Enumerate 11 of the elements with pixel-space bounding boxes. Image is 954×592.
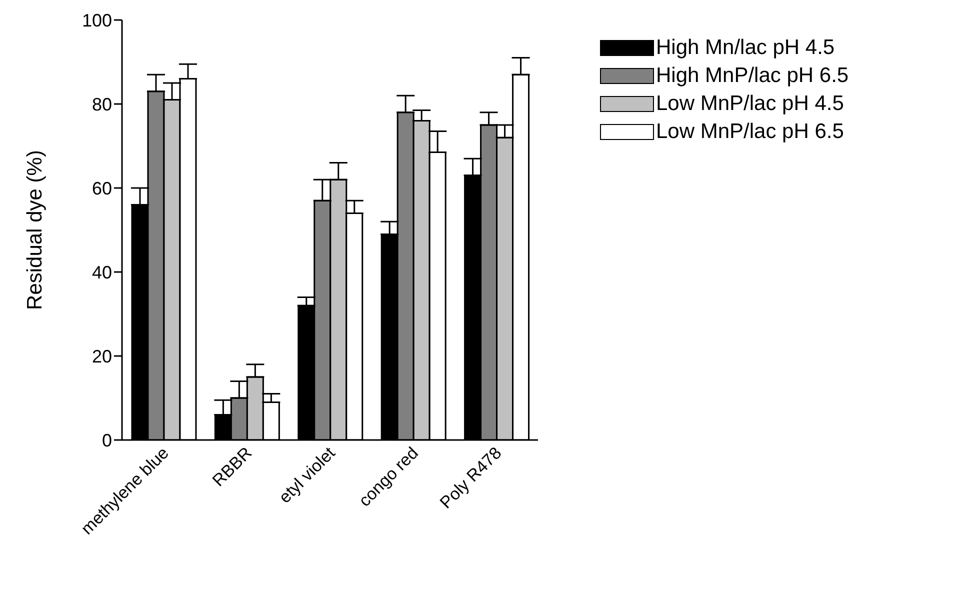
y-tick-label: 20 [92, 346, 112, 366]
y-tick-label: 40 [92, 262, 112, 282]
y-axis-title: Residual dye (%) [23, 150, 46, 310]
legend-label: Low MnP/lac pH 6.5 [656, 120, 844, 144]
y-tick-label: 60 [92, 178, 112, 198]
y-tick-label: 100 [82, 10, 112, 30]
legend-label: High Mn/lac pH 4.5 [656, 36, 835, 60]
legend-label: High MnP/lac pH 6.5 [656, 64, 849, 88]
y-tick-label: 0 [102, 430, 112, 450]
legend-label: Low MnP/lac pH 4.5 [656, 92, 844, 116]
y-tick-label: 80 [92, 94, 112, 114]
